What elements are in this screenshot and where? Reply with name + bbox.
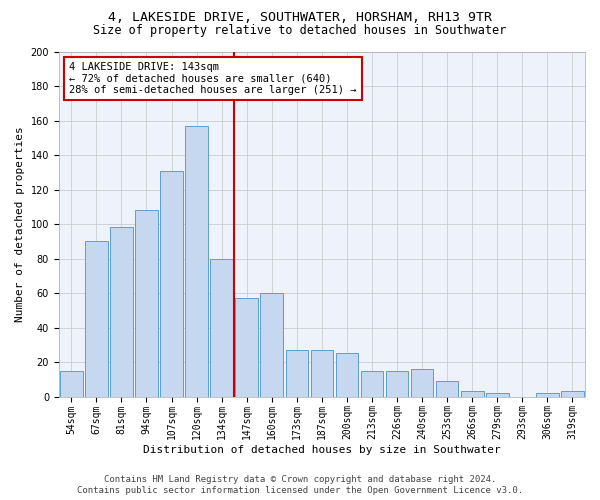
Bar (235, 298, 258, 396)
Bar (386, 370, 409, 396)
Bar (311, 350, 333, 397)
Bar (211, 258, 233, 396)
Bar (135, 210, 158, 396)
Bar (60, 370, 83, 396)
Bar (461, 392, 484, 396)
Text: 4, LAKESIDE DRIVE, SOUTHWATER, HORSHAM, RH13 9TR: 4, LAKESIDE DRIVE, SOUTHWATER, HORSHAM, … (108, 11, 492, 24)
Text: 4 LAKESIDE DRIVE: 143sqm
← 72% of detached houses are smaller (640)
28% of semi-: 4 LAKESIDE DRIVE: 143sqm ← 72% of detach… (70, 62, 357, 95)
Text: Size of property relative to detached houses in Southwater: Size of property relative to detached ho… (94, 24, 506, 37)
Bar (160, 170, 183, 396)
Bar (286, 350, 308, 397)
Bar (110, 228, 133, 396)
Bar (536, 393, 559, 396)
Bar (260, 293, 283, 397)
Text: Contains public sector information licensed under the Open Government Licence v3: Contains public sector information licen… (77, 486, 523, 495)
X-axis label: Distribution of detached houses by size in Southwater: Distribution of detached houses by size … (143, 445, 501, 455)
Y-axis label: Number of detached properties: Number of detached properties (15, 126, 25, 322)
Bar (361, 370, 383, 396)
Text: Contains HM Land Registry data © Crown copyright and database right 2024.: Contains HM Land Registry data © Crown c… (104, 475, 496, 484)
Bar (335, 354, 358, 397)
Bar (436, 381, 458, 396)
Bar (411, 369, 433, 396)
Bar (185, 126, 208, 396)
Bar (486, 393, 509, 396)
Bar (561, 392, 584, 396)
Bar (85, 242, 107, 396)
